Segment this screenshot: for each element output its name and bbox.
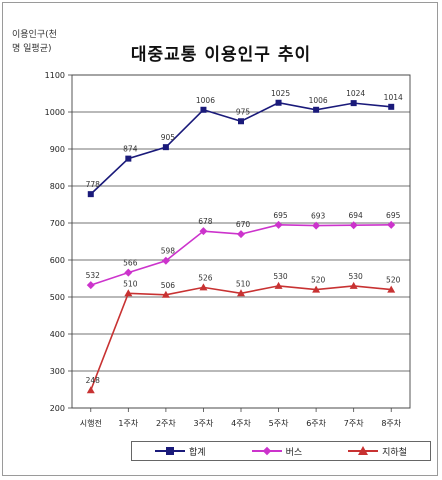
legend-label-bus: 버스: [285, 447, 303, 458]
data-label: 694: [349, 211, 364, 220]
y-unit-label: 이용인구(천 명 일평균): [12, 28, 57, 56]
y-tick-label: 500: [50, 293, 65, 302]
data-label: 695: [273, 211, 288, 220]
legend: 합계 버스 지하철: [131, 441, 431, 461]
data-label: 530: [273, 272, 288, 281]
data-point: [274, 220, 283, 229]
x-tick-label: 1주차: [118, 419, 138, 428]
y-tick-label: 1100: [45, 71, 65, 80]
data-label: 1006: [196, 96, 215, 105]
data-label: 532: [86, 271, 101, 280]
legend-label-subway: 지하철: [382, 447, 407, 458]
data-label: 520: [311, 276, 326, 285]
y-unit-line2: 명 일평균): [12, 44, 52, 54]
data-label: 506: [161, 281, 176, 290]
y-unit-line1: 이용인구(천: [12, 30, 57, 40]
x-tick-label: 7주차: [344, 419, 364, 428]
data-label: 248: [86, 376, 101, 385]
data-label: 510: [123, 279, 138, 288]
data-point: [274, 281, 283, 289]
legend-item-total: 합계: [155, 445, 206, 458]
data-point: [275, 99, 282, 106]
legend-swatch-total: [155, 446, 185, 456]
data-point: [350, 100, 357, 107]
y-tick-label: 300: [50, 367, 65, 376]
y-tick-label: 200: [50, 404, 65, 413]
data-label: 530: [349, 272, 364, 281]
data-label: 566: [123, 259, 138, 268]
data-label: 510: [236, 279, 251, 288]
x-tick-label: 8주차: [381, 419, 401, 428]
data-label: 975: [236, 107, 251, 116]
legend-swatch-bus: [251, 446, 282, 456]
data-point: [86, 386, 95, 394]
data-label: 670: [236, 220, 251, 229]
data-point: [161, 256, 170, 265]
data-point: [238, 118, 244, 125]
data-point: [387, 220, 396, 229]
data-point: [237, 230, 245, 239]
data-point: [349, 221, 358, 230]
y-tick-label: 1000: [45, 108, 65, 117]
data-label: 905: [161, 133, 176, 142]
data-point: [313, 106, 320, 113]
y-tick-label: 800: [50, 182, 65, 191]
data-label: 693: [311, 212, 326, 221]
data-label: 520: [386, 276, 401, 285]
data-point: [125, 155, 132, 162]
data-label: 1024: [346, 89, 365, 98]
data-point: [237, 289, 245, 297]
data-point: [312, 221, 321, 230]
y-tick-label: 900: [50, 145, 65, 154]
data-label: 778: [86, 180, 101, 189]
data-point: [86, 281, 95, 290]
x-tick-label: 6주차: [306, 419, 326, 428]
y-tick-label: 700: [50, 219, 65, 228]
data-point: [387, 285, 396, 293]
plot-area: [71, 74, 411, 409]
data-label: 1014: [384, 93, 403, 102]
data-point: [124, 268, 133, 277]
x-tick-label: 4주차: [231, 419, 251, 428]
x-tick-label: 5주차: [269, 419, 289, 428]
data-point: [162, 144, 169, 151]
data-point: [312, 285, 321, 293]
series-line-2: [90, 285, 392, 391]
y-tick-label: 400: [50, 330, 65, 339]
data-point: [349, 281, 358, 289]
x-tick-label: 시행전: [80, 418, 102, 428]
data-label: 1006: [309, 96, 328, 105]
data-label: 695: [386, 211, 401, 220]
data-point: [199, 227, 208, 236]
data-point: [388, 103, 395, 110]
data-point: [199, 283, 208, 291]
data-point: [124, 289, 133, 297]
legend-item-bus: 버스: [251, 445, 303, 458]
legend-swatch-subway: [348, 446, 379, 456]
legend-item-subway: 지하철: [348, 445, 407, 458]
chart-title: 대중교통 이용인구 추이: [130, 45, 312, 65]
data-label: 1025: [271, 89, 290, 98]
data-label: 678: [198, 217, 213, 226]
y-tick-label: 600: [50, 256, 65, 265]
data-point: [200, 106, 207, 113]
chart-frame: [2, 2, 438, 476]
data-label: 526: [198, 273, 213, 282]
x-tick-label: 2주차: [156, 419, 176, 428]
x-tick-label: 3주차: [194, 419, 214, 428]
data-label: 598: [161, 247, 176, 256]
data-point: [87, 191, 94, 198]
data-label: 874: [123, 145, 138, 154]
legend-label-total: 합계: [189, 447, 206, 458]
data-point: [161, 290, 170, 298]
